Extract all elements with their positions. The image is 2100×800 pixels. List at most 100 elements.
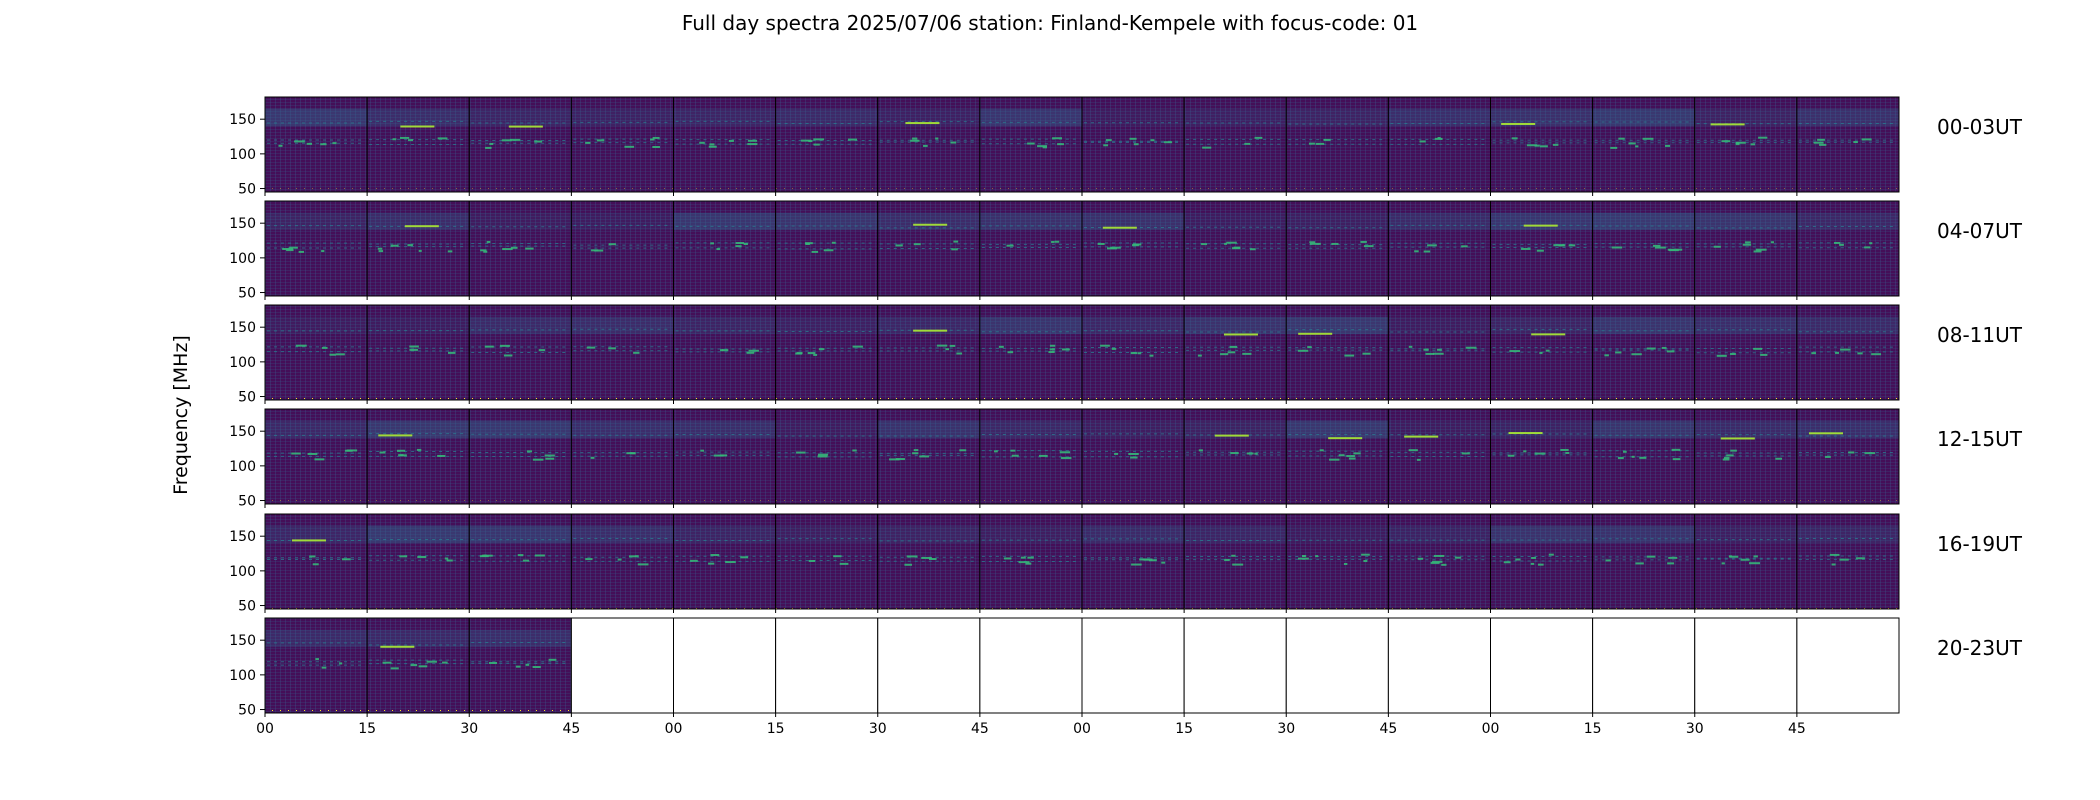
burst-dash <box>1051 240 1055 243</box>
x-tick-label: 00 <box>1482 721 1500 737</box>
burst-line <box>1720 437 1755 440</box>
marker-line <box>673 605 776 609</box>
burst-dash <box>1461 452 1470 455</box>
burst-dash <box>312 563 319 566</box>
x-tick-label: 15 <box>1584 721 1602 737</box>
burst-dash <box>1307 346 1312 349</box>
burst-dash <box>1835 351 1840 354</box>
x-tick-label: 45 <box>1379 721 1397 737</box>
burst-dash <box>710 554 720 557</box>
burst-dash <box>1007 351 1014 354</box>
burst-dash <box>1848 451 1855 454</box>
y-tick-label: 50 <box>238 182 256 198</box>
marker-line <box>877 292 980 296</box>
burst-dash <box>804 242 813 245</box>
burst-dash <box>1010 449 1016 452</box>
bright-band <box>1796 108 1899 127</box>
burst-dash <box>923 144 928 147</box>
burst-dash <box>1668 556 1678 559</box>
marker-line <box>1694 500 1797 504</box>
marker-line <box>1184 500 1287 504</box>
burst-dash <box>811 250 819 253</box>
row-label: 08-11UT <box>1937 323 2022 347</box>
marker-line <box>265 292 368 296</box>
bright-band <box>1592 420 1695 439</box>
burst-dash <box>710 242 715 245</box>
marker-line <box>1286 188 1389 192</box>
burst-dash <box>852 449 857 452</box>
burst-dash <box>1536 249 1544 252</box>
burst-dash <box>1526 144 1538 147</box>
burst-dash <box>379 451 386 454</box>
burst-dash <box>630 452 636 455</box>
bright-band <box>877 420 980 439</box>
burst-dash <box>951 248 958 251</box>
empty-panel <box>979 618 1082 713</box>
burst-dash <box>728 139 734 142</box>
bright-band <box>367 316 470 335</box>
burst-line <box>404 225 439 228</box>
bright-band <box>367 629 470 648</box>
marker-line <box>1082 188 1185 192</box>
burst-dash <box>956 352 963 355</box>
x-tick-label: 45 <box>562 721 580 737</box>
burst-dash <box>1840 348 1851 351</box>
burst-dash <box>1864 246 1871 249</box>
burst-dash <box>1730 449 1737 452</box>
burst-dash <box>534 554 545 557</box>
bright-band <box>1388 420 1491 439</box>
empty-panel <box>1592 618 1695 713</box>
empty-panel <box>673 618 776 713</box>
marker-line <box>469 292 572 296</box>
burst-dash <box>708 562 715 565</box>
bright-band <box>469 212 572 231</box>
burst-line <box>1508 432 1543 435</box>
burst-dash <box>1100 344 1110 347</box>
spectrum-texture <box>1694 514 1797 609</box>
spectrum-texture <box>367 618 470 713</box>
marker-line <box>979 500 1082 504</box>
burst-dash <box>936 344 948 347</box>
burst-dash <box>1664 144 1671 147</box>
burst-dash <box>1811 352 1817 355</box>
burst-dash <box>1202 146 1212 149</box>
spectrum-texture <box>673 305 776 400</box>
empty-panel <box>1082 618 1185 713</box>
marker-line <box>367 605 470 609</box>
bright-band <box>1694 525 1797 544</box>
bright-band <box>979 212 1082 231</box>
burst-dash <box>407 244 413 247</box>
burst-dash <box>315 658 319 661</box>
burst-dash <box>1049 348 1055 351</box>
burst-line <box>378 434 413 437</box>
burst-dash <box>852 345 863 348</box>
bright-band <box>673 108 776 127</box>
spectrum-texture <box>1490 201 1593 296</box>
burst-dash <box>624 145 635 148</box>
burst-dash <box>488 661 498 664</box>
burst-dash <box>1623 450 1627 453</box>
burst-dash <box>945 348 950 351</box>
burst-dash <box>1721 562 1725 565</box>
burst-dash <box>1432 560 1443 563</box>
empty-panel <box>877 618 980 713</box>
burst-line <box>1328 437 1363 440</box>
burst-dash <box>1831 563 1836 566</box>
burst-dash <box>586 346 596 349</box>
empty-panel <box>1286 618 1389 713</box>
bright-band <box>1286 525 1389 544</box>
burst-dash <box>919 455 930 458</box>
spectrum-texture <box>1184 409 1287 504</box>
bright-band <box>571 212 674 231</box>
burst-dash <box>912 452 919 455</box>
burst-dash <box>1414 250 1419 253</box>
marker-line <box>469 500 572 504</box>
burst-dash <box>743 242 748 245</box>
marker-line <box>1694 188 1797 192</box>
burst-dash <box>291 452 301 455</box>
burst-dash <box>1673 248 1683 251</box>
burst-dash <box>1319 449 1324 452</box>
bright-band <box>1490 212 1593 231</box>
burst-dash <box>1652 244 1661 247</box>
burst-dash <box>1509 350 1521 353</box>
